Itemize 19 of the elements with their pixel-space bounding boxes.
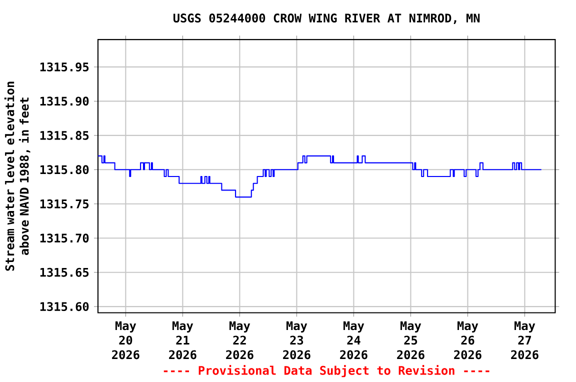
y-tick-label: 1315.85 <box>40 131 89 140</box>
y-tick-label: 1315.90 <box>40 96 89 106</box>
y-tick-label: 1315.80 <box>40 165 89 174</box>
x-tick-label: May 26 2026 <box>454 322 482 360</box>
y-tick-label: 1315.70 <box>40 234 89 243</box>
x-tick-label: May 23 2026 <box>283 322 310 360</box>
y-tick-label: 1315.95 <box>40 62 89 72</box>
x-tick-label: May 22 2026 <box>226 322 254 360</box>
y-tick-label: 1315.75 <box>40 200 89 209</box>
x-tick-label: May 27 2026 <box>511 322 538 360</box>
text: ---- Provisional Data Subject to Revision ---- <box>164 365 490 378</box>
y-tick-label: 1315.65 <box>40 268 89 278</box>
chart-title: USGS 05244000 CROW WING RIVER AT NIMROD, MN <box>173 14 480 24</box>
x-tick-label: May 21 2026 <box>169 322 196 360</box>
y-axis-title: Stream water level elevation above NAVD 1988, in feet <box>4 82 30 271</box>
y-tick-label: 1315.60 <box>40 302 89 312</box>
x-tick-label: May 20 2026 <box>112 322 140 360</box>
x-tick-label: May 25 2026 <box>397 322 424 360</box>
x-tick-label: May 24 2026 <box>340 322 368 360</box>
